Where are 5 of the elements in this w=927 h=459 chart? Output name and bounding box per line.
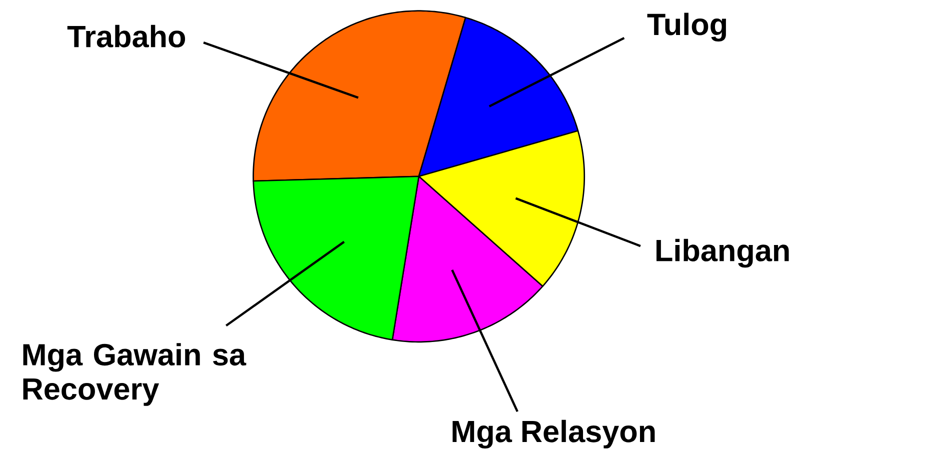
slice-label: Tulog — [647, 12, 726, 42]
slice-label: Mga Relasyon — [452, 420, 655, 449]
slice-label: Mga Gawain sa Recovery — [23, 343, 246, 406]
slice-label: Trabaho — [67, 25, 186, 48]
slice-label: Libangan — [656, 239, 789, 268]
